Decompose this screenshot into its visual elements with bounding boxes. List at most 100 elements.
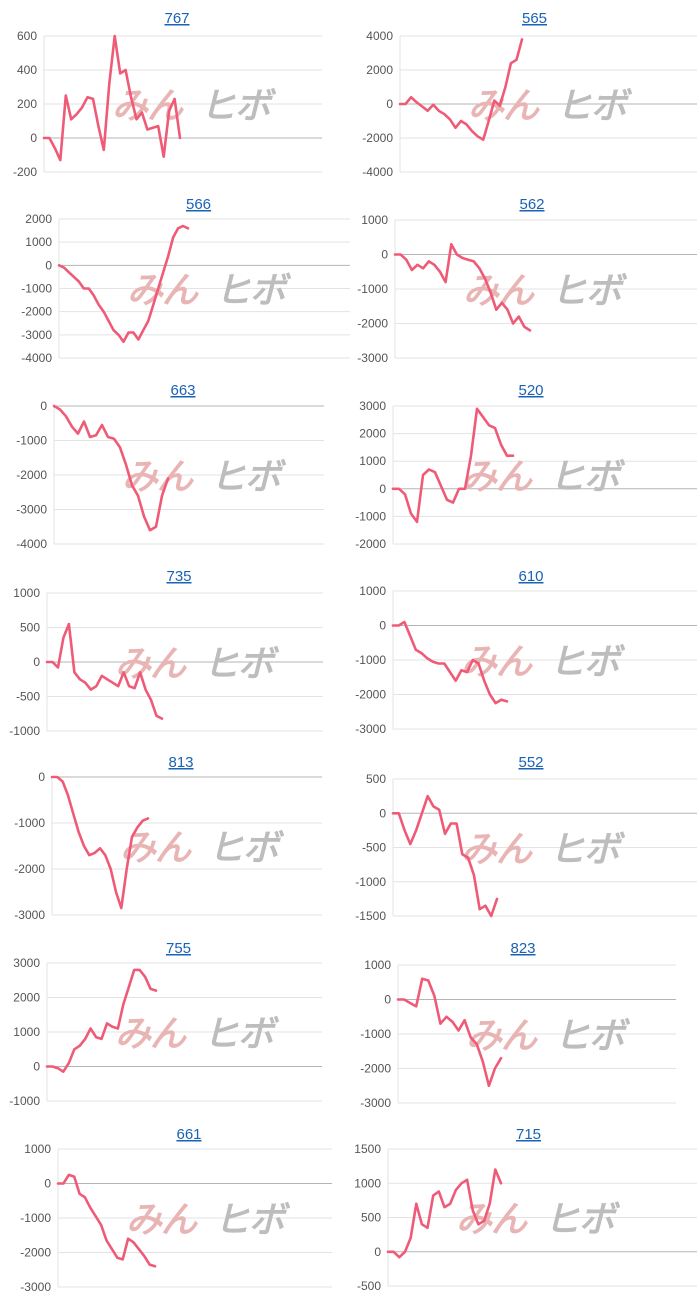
- chart-title-link[interactable]: 663: [170, 382, 195, 399]
- watermark-logo: みん ヒボ: [456, 1199, 622, 1240]
- chart-566: 566 -4000 -3000 -2000 -1000 0 1000 2000 みん ヒボ: [0, 186, 350, 372]
- watermark-right-text: ヒボ: [210, 456, 287, 497]
- chart-title-link[interactable]: 813: [168, 754, 193, 771]
- chart-title-link[interactable]: 565: [522, 10, 547, 27]
- y-tick-label: 0: [44, 1177, 51, 1191]
- y-tick-label: -3000: [355, 722, 386, 736]
- chart-755: 755 -1000 0 1000 2000 3000 みん ヒボ: [0, 930, 350, 1116]
- watermark-logo: みん ヒボ: [120, 827, 286, 868]
- y-tick-label: 1000: [359, 454, 386, 468]
- chart-715: 715 -500 0 500 1000 1500 みん ヒボ: [350, 1116, 700, 1302]
- y-tick-label: -3000: [20, 1280, 51, 1294]
- watermark-right-text: ヒボ: [214, 1199, 291, 1240]
- chart-813: 813 -3000 -2000 -1000 0 みん ヒボ: [0, 744, 350, 930]
- watermark-right-text: ヒボ: [549, 641, 626, 682]
- watermark-logo: みん ヒボ: [127, 270, 293, 311]
- chart-svg: 610 -3000 -2000 -1000 0 1000 みん ヒボ: [355, 568, 697, 736]
- chart-svg: 661 -3000 -2000 -1000 0 1000 みん ヒボ: [20, 1126, 332, 1294]
- chart-title-link[interactable]: 735: [166, 568, 191, 585]
- y-tick-label: -1000: [9, 1094, 40, 1108]
- chart-title-link[interactable]: 552: [518, 754, 543, 771]
- y-tick-label: 200: [17, 97, 37, 111]
- chart-title-link[interactable]: 520: [518, 382, 543, 399]
- chart-title-link[interactable]: 566: [186, 196, 211, 213]
- watermark-right-text: ヒボ: [556, 85, 633, 126]
- chart-661: 661 -3000 -2000 -1000 0 1000 みん ヒボ: [0, 1116, 350, 1302]
- chart-svg: 562 -3000 -2000 -1000 0 1000 みん ヒボ: [357, 196, 697, 365]
- chart-svg: 767 -200 0 200 400 600 みん ヒボ: [13, 10, 322, 179]
- y-tick-label: -500: [16, 690, 40, 704]
- watermark-left-text: みん: [112, 85, 184, 126]
- chart-565: 565 -4000 -2000 0 2000 4000 みん ヒボ: [350, 0, 700, 186]
- y-tick-label: 3000: [359, 399, 386, 413]
- y-tick-label: -500: [357, 1279, 381, 1293]
- watermark-logo: みん ヒボ: [115, 643, 281, 684]
- series-line: [391, 620, 509, 705]
- watermark-logo: みん ヒボ: [466, 1015, 632, 1056]
- y-tick-label: -1500: [355, 909, 386, 923]
- chart-735: 735 -1000 -500 0 500 1000 みん ヒボ: [0, 558, 350, 744]
- y-tick-label: -2000: [20, 1246, 51, 1260]
- y-tick-label: 500: [366, 772, 386, 786]
- series-line: [52, 404, 170, 532]
- watermark-logo: みん ヒボ: [461, 829, 627, 870]
- y-tick-label: -4000: [362, 165, 393, 179]
- chart-552: 552 -1500 -1000 -500 0 500 みん ヒボ: [350, 744, 700, 930]
- y-tick-label: 0: [30, 131, 37, 145]
- y-tick-label: 0: [38, 770, 45, 784]
- y-tick-label: -2000: [14, 862, 45, 876]
- y-tick-label: 2000: [359, 427, 386, 441]
- watermark-left-text: みん: [120, 827, 192, 868]
- watermark-left-text: みん: [127, 270, 199, 311]
- chart-svg: 552 -1500 -1000 -500 0 500 みん ヒボ: [355, 754, 697, 923]
- y-tick-label: 3000: [13, 956, 40, 970]
- series-line: [45, 622, 164, 720]
- chart-520: 520 -2000 -1000 0 1000 2000 3000 みん ヒボ: [350, 372, 700, 558]
- y-tick-label: 0: [379, 806, 386, 820]
- series-line: [56, 1173, 157, 1268]
- y-tick-label: 1000: [354, 1176, 381, 1190]
- y-tick-label: 1000: [359, 584, 386, 598]
- watermark-right-text: ヒボ: [549, 456, 626, 497]
- series-line: [393, 242, 532, 332]
- watermark-right-text: ヒボ: [554, 1015, 631, 1056]
- y-tick-label: 0: [379, 619, 386, 633]
- y-tick-label: 0: [374, 1245, 381, 1259]
- y-tick-label: 4000: [366, 29, 393, 43]
- chart-title-link[interactable]: 715: [516, 1126, 541, 1143]
- watermark-logo: みん ヒボ: [463, 270, 629, 311]
- chart-title-link[interactable]: 755: [166, 940, 191, 957]
- y-tick-label: -3000: [21, 328, 52, 342]
- watermark-logo: みん ヒボ: [122, 456, 288, 497]
- y-tick-label: -1000: [357, 282, 388, 296]
- chart-title-link[interactable]: 823: [510, 940, 535, 957]
- watermark-right-text: ヒボ: [544, 1199, 621, 1240]
- watermark-left-text: みん: [461, 829, 533, 870]
- chart-svg: 663 -4000 -3000 -2000 -1000 0 みん ヒボ: [16, 382, 324, 551]
- y-tick-label: 0: [381, 248, 388, 262]
- y-tick-label: 0: [384, 993, 391, 1007]
- chart-title-link[interactable]: 562: [519, 196, 544, 213]
- y-tick-label: 1000: [25, 235, 52, 249]
- chart-svg: 715 -500 0 500 1000 1500 みん ヒボ: [354, 1126, 697, 1293]
- y-tick-label: -3000: [360, 1096, 391, 1110]
- y-tick-label: -2000: [21, 305, 52, 319]
- chart-title-link[interactable]: 661: [176, 1126, 201, 1143]
- y-tick-label: -2000: [360, 1062, 391, 1076]
- chart-title-link[interactable]: 767: [164, 10, 189, 27]
- y-tick-label: 2000: [13, 991, 40, 1005]
- watermark-logo: みん ヒボ: [461, 641, 627, 682]
- chart-title-link[interactable]: 610: [518, 568, 543, 585]
- chart-767: 767 -200 0 200 400 600 みん ヒボ: [0, 0, 350, 186]
- series-line: [57, 224, 190, 344]
- y-tick-label: -200: [13, 165, 37, 179]
- watermark-right-text: ヒボ: [203, 643, 280, 684]
- y-tick-label: -1000: [14, 816, 45, 830]
- y-tick-label: 400: [17, 63, 37, 77]
- y-tick-label: -2000: [355, 537, 386, 551]
- y-tick-label: -1000: [21, 282, 52, 296]
- chart-svg: 520 -2000 -1000 0 1000 2000 3000 みん ヒボ: [355, 382, 697, 551]
- y-tick-label: -2000: [16, 468, 47, 482]
- series-line: [391, 407, 515, 524]
